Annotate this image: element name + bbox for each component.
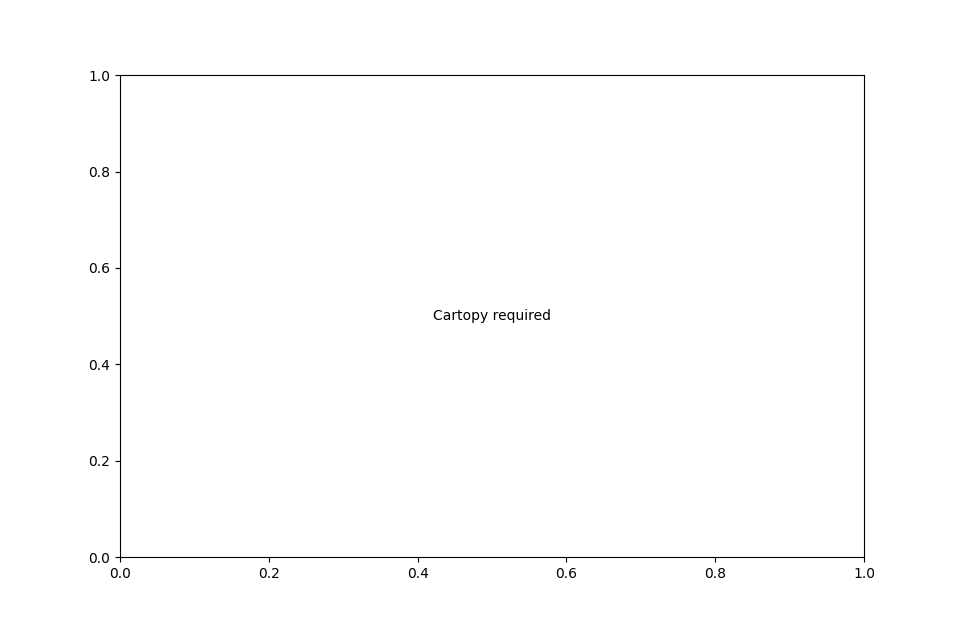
Text: Cartopy required: Cartopy required: [433, 309, 551, 323]
